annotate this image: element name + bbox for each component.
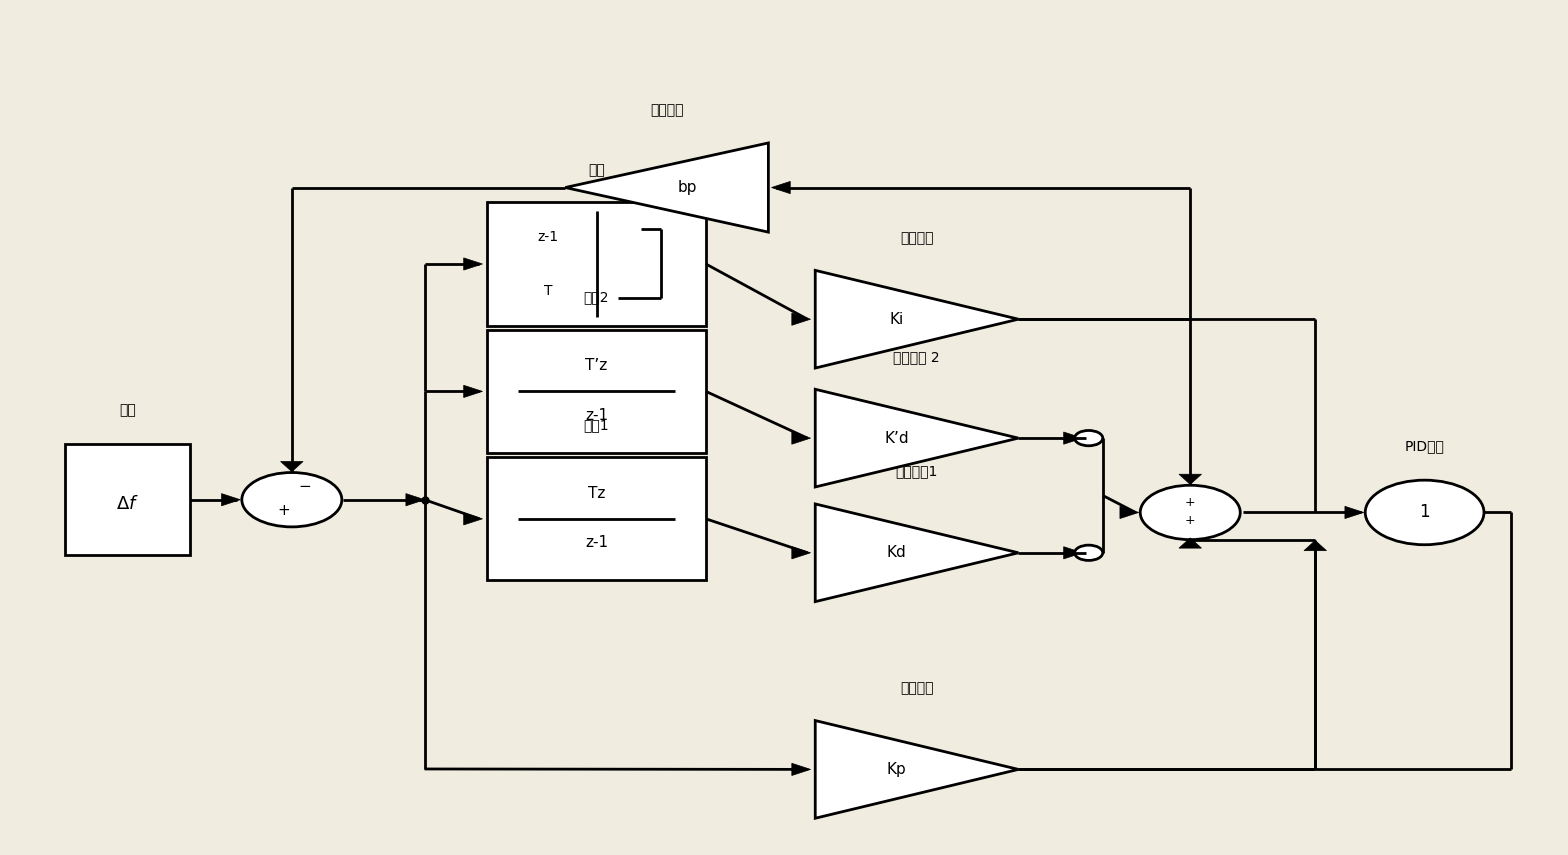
Text: z-1: z-1 xyxy=(538,230,558,244)
Circle shape xyxy=(1074,545,1102,560)
Text: 积分: 积分 xyxy=(588,163,605,177)
Text: 调差系数: 调差系数 xyxy=(651,103,684,118)
Polygon shape xyxy=(406,493,425,506)
Text: z-1: z-1 xyxy=(585,408,608,422)
Polygon shape xyxy=(1063,432,1082,445)
Text: 积分增益: 积分增益 xyxy=(900,231,933,245)
Text: $\Delta f$: $\Delta f$ xyxy=(116,495,140,513)
Text: Kp: Kp xyxy=(886,762,906,777)
Polygon shape xyxy=(792,546,811,559)
Bar xyxy=(488,330,706,453)
Polygon shape xyxy=(1305,540,1327,551)
Text: 比例增益: 比例增益 xyxy=(900,681,933,695)
Text: K’d: K’d xyxy=(884,431,909,445)
Polygon shape xyxy=(464,258,483,270)
Text: PID输出: PID输出 xyxy=(1405,439,1444,453)
Circle shape xyxy=(1140,486,1240,540)
Polygon shape xyxy=(221,493,240,506)
Circle shape xyxy=(241,473,342,527)
Bar xyxy=(66,445,190,555)
Polygon shape xyxy=(815,504,1018,602)
Text: Kd: Kd xyxy=(886,545,906,560)
Text: −: − xyxy=(298,480,310,494)
Text: T’z: T’z xyxy=(585,358,608,374)
Polygon shape xyxy=(464,386,483,398)
Text: bp: bp xyxy=(677,180,696,195)
Polygon shape xyxy=(792,313,811,325)
Polygon shape xyxy=(1345,506,1364,519)
Text: 频差: 频差 xyxy=(119,404,136,417)
Polygon shape xyxy=(815,389,1018,487)
Circle shape xyxy=(1366,481,1483,545)
Text: 微制1: 微制1 xyxy=(583,418,610,432)
Bar xyxy=(488,457,706,581)
Text: 微分增益 2: 微分增益 2 xyxy=(894,350,941,364)
Polygon shape xyxy=(564,143,768,232)
Text: +: + xyxy=(1185,515,1195,528)
Polygon shape xyxy=(281,462,303,472)
Polygon shape xyxy=(792,764,811,775)
Text: Ki: Ki xyxy=(889,312,903,327)
Text: 1: 1 xyxy=(1419,504,1430,522)
Text: 微制2: 微制2 xyxy=(583,291,610,304)
Text: +: + xyxy=(278,504,290,518)
Polygon shape xyxy=(1120,506,1138,519)
Text: +: + xyxy=(1185,496,1195,509)
Text: z-1: z-1 xyxy=(585,535,608,550)
Polygon shape xyxy=(771,181,790,193)
Text: T: T xyxy=(544,284,552,298)
Polygon shape xyxy=(1179,475,1201,485)
Polygon shape xyxy=(815,270,1018,368)
Polygon shape xyxy=(815,721,1018,818)
Circle shape xyxy=(1074,430,1102,445)
Polygon shape xyxy=(1063,546,1082,559)
Polygon shape xyxy=(464,513,483,525)
Polygon shape xyxy=(792,432,811,445)
Bar xyxy=(488,203,706,326)
Text: 微分增益1: 微分增益1 xyxy=(895,464,938,479)
Text: Tz: Tz xyxy=(588,486,605,501)
Polygon shape xyxy=(1179,538,1201,548)
